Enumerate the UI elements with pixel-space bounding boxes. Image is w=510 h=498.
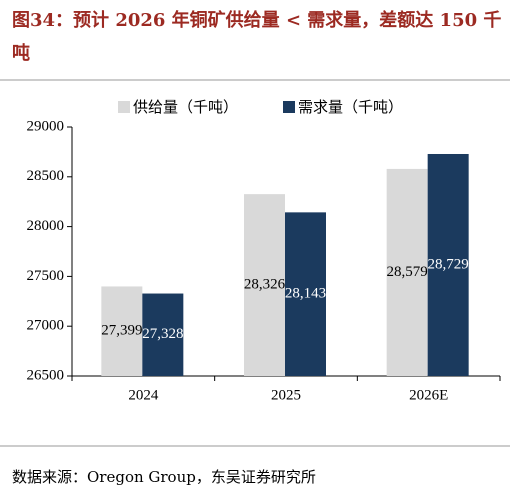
bar <box>285 212 326 376</box>
source-note: 数据来源：Oregon Group，东吴证券研究所 <box>12 468 316 486</box>
legend-swatch <box>283 101 295 113</box>
bar <box>427 153 469 376</box>
bar-value-label: 28,729 <box>428 256 469 272</box>
bar-value-label: 28,579 <box>387 264 428 280</box>
bar <box>142 293 184 376</box>
legend-swatch <box>118 101 130 113</box>
bar-value-label: 28,143 <box>285 286 326 302</box>
legend-label: 供给量（千吨） <box>133 98 238 116</box>
bar <box>244 194 285 376</box>
bar-value-label: 27,328 <box>142 326 183 342</box>
bar-value-label: 27,399 <box>101 323 142 339</box>
x-tick-label: 2025 <box>271 387 301 403</box>
bar <box>386 168 428 376</box>
x-tick-label: 2024 <box>128 387 159 403</box>
x-tick-label: 2026E <box>409 387 448 403</box>
y-tick-label: 28000 <box>27 218 65 234</box>
legend-label: 需求量（千吨） <box>298 98 403 116</box>
y-tick-label: 29000 <box>27 118 65 134</box>
y-tick-label: 27000 <box>27 318 65 334</box>
bar <box>101 286 143 376</box>
figure-title: 图34：预计 2026 年铜矿供给量 < 需求量，差额达 150 千吨 <box>12 10 502 64</box>
bar-value-label: 28,326 <box>244 277 286 293</box>
y-tick-label: 26500 <box>27 367 65 383</box>
y-tick-label: 28500 <box>27 168 65 184</box>
y-tick-label: 27500 <box>27 268 65 284</box>
